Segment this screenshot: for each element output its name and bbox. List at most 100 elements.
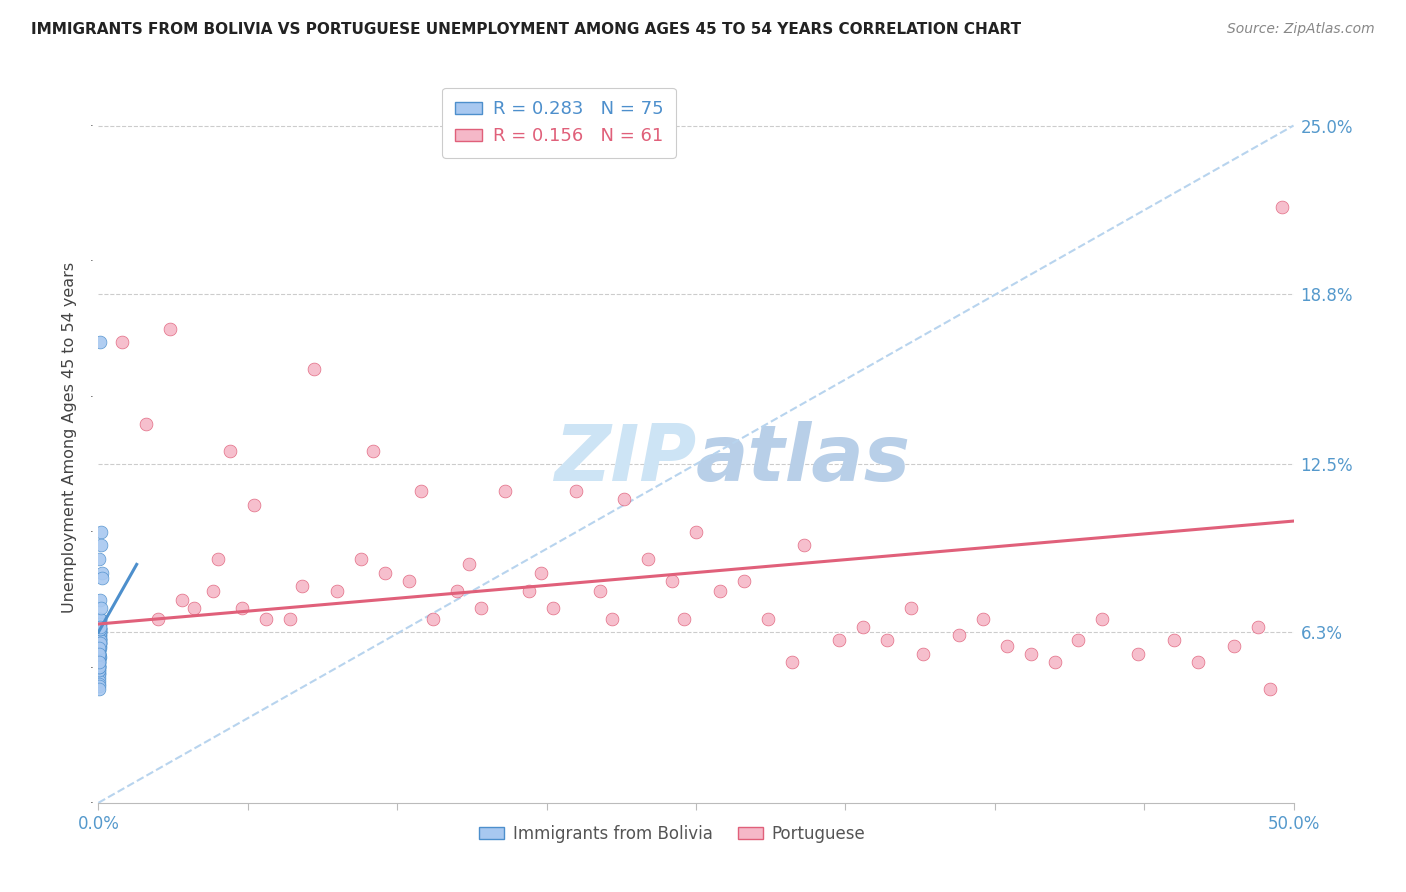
Point [411, 484, 433, 499]
Point [89, 620, 111, 634]
Point [89, 652, 111, 666]
Point [89, 647, 111, 661]
Point [673, 611, 696, 625]
Point [135, 417, 157, 431]
Point [458, 558, 481, 572]
Point [89, 628, 111, 642]
Point [911, 647, 934, 661]
Point [89, 641, 111, 656]
Point [89, 552, 111, 566]
Point [87, 633, 110, 648]
Point [995, 639, 1018, 653]
Point [89, 625, 111, 640]
Point [589, 584, 612, 599]
Point [89, 655, 111, 669]
Point [90, 566, 112, 580]
Point [89, 623, 111, 637]
Point [278, 611, 301, 625]
Point [89, 644, 111, 658]
Point [756, 611, 779, 625]
Point [1271, 200, 1294, 214]
Point [89, 647, 111, 661]
Point [89, 641, 111, 656]
Point [89, 631, 111, 645]
Point [89, 592, 111, 607]
Point [89, 615, 111, 629]
Point [91, 571, 114, 585]
Point [1067, 633, 1090, 648]
Point [89, 660, 111, 674]
Point [207, 552, 229, 566]
Point [1247, 620, 1270, 634]
Point [90, 600, 112, 615]
Point [780, 655, 803, 669]
Point [183, 600, 205, 615]
Y-axis label: Unemployment Among Ages 45 to 54 years: Unemployment Among Ages 45 to 54 years [62, 261, 76, 613]
Point [89, 631, 111, 645]
Point [231, 600, 253, 615]
Point [219, 443, 242, 458]
Text: Source: ZipAtlas.com: Source: ZipAtlas.com [1227, 22, 1375, 37]
Point [828, 633, 851, 648]
Point [87, 665, 110, 680]
Point [87, 668, 110, 682]
Point [602, 611, 624, 625]
Point [87, 655, 110, 669]
Point [89, 639, 111, 653]
Point [90, 538, 112, 552]
Point [87, 681, 110, 696]
Point [89, 657, 111, 672]
Point [89, 625, 111, 640]
Point [89, 335, 111, 350]
Legend: Immigrants from Bolivia, Portuguese: Immigrants from Bolivia, Portuguese [472, 818, 872, 849]
Point [89, 649, 111, 664]
Point [1128, 647, 1150, 661]
Point [172, 592, 194, 607]
Point [87, 679, 110, 693]
Point [613, 492, 636, 507]
Text: atlas: atlas [696, 421, 911, 497]
Point [326, 584, 349, 599]
Point [89, 647, 111, 661]
Point [494, 484, 516, 499]
Point [89, 625, 111, 640]
Point [89, 617, 111, 632]
Point [350, 552, 373, 566]
Point [89, 657, 111, 672]
Point [148, 611, 170, 625]
Point [89, 636, 111, 650]
Point [202, 584, 225, 599]
Point [972, 611, 994, 625]
Point [363, 443, 385, 458]
Point [89, 633, 111, 648]
Point [661, 574, 683, 588]
Point [89, 652, 111, 666]
Point [89, 623, 111, 637]
Point [89, 625, 111, 640]
Point [89, 633, 111, 648]
Point [89, 647, 111, 661]
Point [709, 584, 731, 599]
Point [254, 611, 277, 625]
Point [87, 663, 110, 677]
Point [89, 649, 111, 664]
Point [87, 665, 110, 680]
Point [565, 484, 588, 499]
Point [793, 538, 815, 552]
Point [89, 633, 111, 648]
Point [685, 524, 707, 539]
Point [517, 584, 540, 599]
Point [470, 600, 492, 615]
Point [89, 636, 111, 650]
Point [1223, 639, 1246, 653]
Point [876, 633, 898, 648]
Point [89, 620, 111, 634]
Text: IMMIGRANTS FROM BOLIVIA VS PORTUGUESE UNEMPLOYMENT AMONG AGES 45 TO 54 YEARS COR: IMMIGRANTS FROM BOLIVIA VS PORTUGUESE UN… [31, 22, 1021, 37]
Point [541, 600, 564, 615]
Point [87, 671, 110, 685]
Point [422, 611, 444, 625]
Point [89, 636, 111, 650]
Point [89, 660, 111, 674]
Point [89, 623, 111, 637]
Point [89, 636, 111, 650]
